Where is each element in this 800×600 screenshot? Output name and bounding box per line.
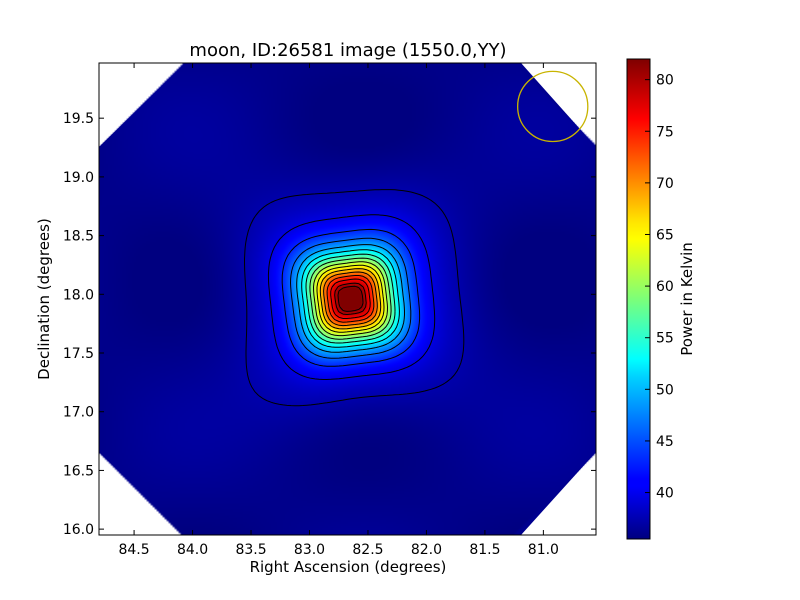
plot-frame xyxy=(98,62,597,536)
y-tick-label: 18.0 xyxy=(63,287,94,303)
colorbar-tick-label: 50 xyxy=(656,382,674,398)
x-tick-label: 83.0 xyxy=(294,542,325,558)
contour-line xyxy=(290,237,412,359)
contour-line xyxy=(323,271,378,327)
chart-title: moon, ID:26581 image (1550.0,YY) xyxy=(189,40,506,61)
contour-line xyxy=(296,244,405,353)
contour-line xyxy=(334,282,367,315)
contour-line xyxy=(267,214,436,380)
y-tick-label: 17.5 xyxy=(63,346,94,362)
y-tick-label: 19.0 xyxy=(63,170,94,186)
contour-line xyxy=(301,249,400,348)
y-tick-label: 17.0 xyxy=(63,405,94,421)
x-tick-label: 83.5 xyxy=(235,542,266,558)
x-tick-label: 84.5 xyxy=(118,542,149,558)
heatmap-image xyxy=(99,63,596,535)
contour-line xyxy=(244,189,465,407)
x-tick-label: 81.0 xyxy=(528,542,559,558)
colorbar-ticks: 40 45 50 55 60 65 70 75 80 xyxy=(645,73,674,502)
x-axis: 84.5 84.0 83.5 83.0 82.5 82.0 81.5 81.0 xyxy=(118,63,559,558)
colorbar-tick-label: 40 xyxy=(656,486,674,502)
colorbar-tick-label: 80 xyxy=(656,73,674,89)
y-axis: 16.0 16.5 17.0 17.5 18.0 18.5 19.0 19.5 xyxy=(63,111,596,538)
x-tick-label: 82.0 xyxy=(411,542,442,558)
contour-line xyxy=(316,264,385,333)
colorbar-tick-label: 75 xyxy=(656,124,674,140)
contour-line xyxy=(281,228,421,367)
x-tick-label: 84.0 xyxy=(177,542,208,558)
colorbar: 40 45 50 55 60 65 70 75 80 Power in Kelvin xyxy=(626,58,696,540)
colorbar-gradient xyxy=(626,58,651,540)
colorbar-tick-label: 55 xyxy=(656,331,674,347)
colorbar-tick-label: 65 xyxy=(656,227,674,243)
y-tick-label: 16.0 xyxy=(63,522,94,538)
y-tick-label: 18.5 xyxy=(63,229,94,245)
y-axis-label: Declination (degrees) xyxy=(35,218,53,380)
contour-line xyxy=(337,285,364,312)
colorbar-tick-label: 70 xyxy=(656,176,674,192)
x-tick-label: 82.5 xyxy=(352,542,383,558)
colorbar-label: Power in Kelvin xyxy=(678,242,696,356)
x-tick-label: 81.5 xyxy=(469,542,500,558)
y-tick-label: 16.5 xyxy=(63,463,94,479)
contour-line xyxy=(305,253,396,344)
y-tick-label: 19.5 xyxy=(63,111,94,127)
contour-line xyxy=(326,275,375,323)
contour-line xyxy=(313,261,388,337)
contour-line xyxy=(319,268,382,330)
contour-line xyxy=(309,257,392,340)
plot-area xyxy=(98,62,597,536)
colorbar-tick-label: 45 xyxy=(656,434,674,450)
x-axis-label: Right Ascension (degrees) xyxy=(250,558,447,576)
colorbar-tick-label: 60 xyxy=(656,279,674,295)
contour-line xyxy=(330,278,371,319)
beam-circle xyxy=(516,70,589,143)
contour-lines xyxy=(244,189,465,407)
